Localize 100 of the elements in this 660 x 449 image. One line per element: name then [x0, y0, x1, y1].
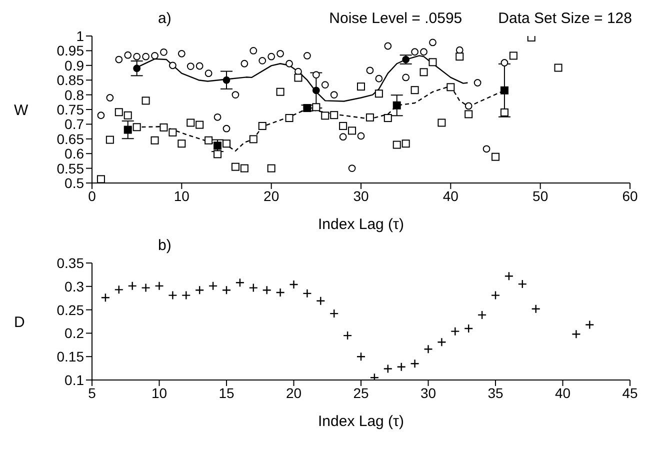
point [402, 74, 410, 82]
y-tick-label: 0.9 [64, 57, 84, 74]
point [186, 118, 195, 127]
point [464, 102, 472, 110]
point [114, 285, 124, 294]
text: Noise Level = .0595 [329, 10, 462, 27]
point [97, 112, 105, 120]
point [438, 118, 446, 127]
x-tick-label: 35 [488, 384, 504, 401]
x-tick-label: 20 [264, 188, 280, 204]
point [267, 164, 276, 172]
point [402, 56, 410, 64]
y-axis-title: W [14, 102, 29, 119]
point [392, 101, 401, 110]
point [492, 152, 500, 161]
point [366, 113, 374, 122]
point [339, 122, 348, 130]
y-tick-label: 0.75 [56, 101, 84, 118]
point [160, 123, 168, 132]
point [160, 48, 168, 56]
point [240, 164, 248, 172]
point [214, 113, 222, 121]
point [303, 104, 312, 112]
point [339, 133, 347, 141]
point [464, 110, 473, 118]
point [222, 124, 230, 132]
point [464, 324, 474, 334]
point [231, 162, 240, 171]
point [312, 71, 320, 79]
point [410, 86, 419, 94]
y-tick-label: 0.35 [56, 254, 84, 271]
point [168, 290, 178, 300]
point [374, 90, 383, 98]
text: Data Set Size = 128 [498, 10, 632, 27]
point [531, 304, 540, 314]
chart-title: a) [158, 10, 172, 27]
x-tick-label: 30 [353, 188, 369, 204]
x-tick-label: 15 [218, 384, 234, 401]
y-tick-label: 0.7 [64, 116, 84, 132]
point [294, 74, 302, 82]
point [248, 283, 258, 292]
point [285, 114, 294, 122]
y-tick-label: 0.8 [64, 86, 84, 103]
point [357, 132, 365, 140]
point [366, 66, 374, 74]
x-tick-label: 40 [442, 188, 459, 204]
point [518, 279, 527, 289]
y-tick-label: 0.2 [64, 325, 84, 342]
point [96, 175, 105, 183]
point [154, 281, 164, 291]
point [572, 330, 581, 339]
point [132, 123, 141, 132]
y-tick-label: 0.15 [56, 348, 84, 365]
x-axis-title: Index Lag (τ) [318, 216, 404, 233]
point [186, 62, 194, 70]
point [384, 114, 392, 122]
point [106, 136, 114, 144]
y-tick-label: 0.85 [56, 72, 84, 88]
point [429, 38, 436, 46]
point [268, 52, 276, 60]
point [168, 128, 177, 136]
y-axis-title: D [14, 314, 25, 331]
point [356, 352, 366, 362]
y-tick-label: 0.25 [56, 302, 84, 318]
point [178, 50, 186, 58]
x-axis-title: Index Lag (τ) [318, 413, 404, 430]
point [392, 140, 401, 149]
point [375, 74, 383, 82]
x-tick-label: 0 [88, 188, 96, 204]
point [500, 59, 508, 66]
point [312, 86, 320, 94]
point [348, 126, 356, 135]
y-tick-label: 0.55 [56, 160, 84, 176]
point [124, 51, 132, 59]
point [321, 81, 329, 89]
y-tick-label: 0.3 [64, 278, 84, 294]
y-tick-label: 0.65 [56, 130, 84, 147]
x-tick-label: 10 [174, 188, 190, 204]
point [208, 281, 218, 291]
x-tick-label: 45 [622, 384, 638, 401]
point [450, 326, 460, 336]
point [509, 52, 518, 60]
point [214, 142, 222, 150]
x-tick-label: 50 [532, 188, 548, 204]
point [276, 50, 284, 58]
point [196, 62, 204, 70]
x-tick-label: 30 [420, 384, 436, 401]
point [182, 290, 191, 300]
point [142, 96, 150, 105]
point [330, 308, 339, 318]
point [151, 52, 158, 60]
x-tick-label: 5 [88, 384, 96, 401]
point [142, 52, 150, 60]
point [150, 136, 159, 144]
point [141, 283, 150, 292]
point [420, 68, 428, 76]
y-tick-label: 0.5 [64, 174, 84, 191]
point [222, 76, 230, 84]
point [357, 82, 365, 91]
point [304, 52, 311, 60]
